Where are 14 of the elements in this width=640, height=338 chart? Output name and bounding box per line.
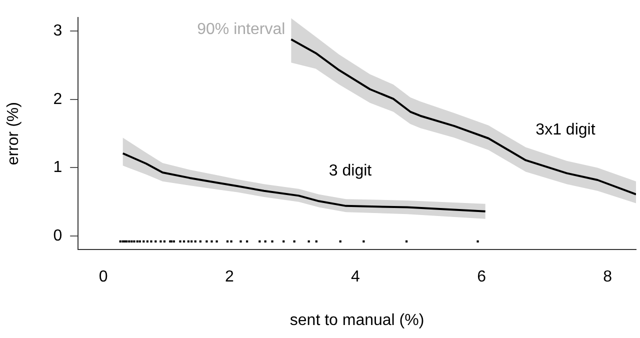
x-axis-title: sent to manual (%) [290, 312, 424, 329]
y-axis-title: error (%) [5, 102, 22, 166]
annotation: 90% interval [197, 21, 286, 38]
y-tick-label: 0 [53, 227, 62, 244]
x-tick-label: 2 [224, 268, 234, 286]
x-tick-label: 8 [603, 268, 612, 286]
x-tick-label: 4 [351, 268, 360, 286]
series-label: 3 digit [328, 162, 372, 180]
x-tick-label: 6 [477, 268, 486, 286]
y-tick-label: 3 [53, 22, 62, 40]
x-tick-label: 0 [98, 268, 108, 286]
y-tick-label: 1 [53, 159, 62, 176]
y-tick-label: 2 [53, 90, 62, 108]
series-label: 3x1 digit [536, 122, 596, 139]
